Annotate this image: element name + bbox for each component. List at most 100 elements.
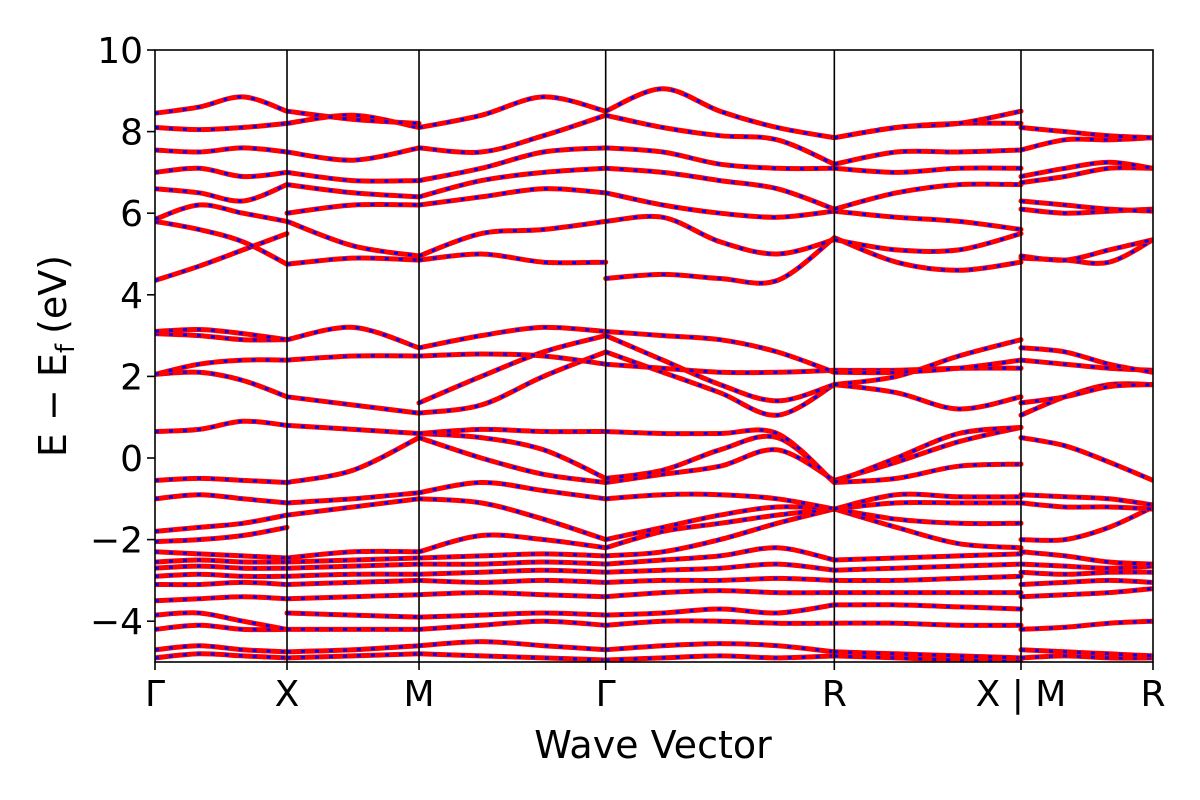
band-line-spin-down [1020,550,1153,566]
band-line-spin-up [831,551,1024,563]
band-line-spin-down [286,572,420,578]
band-line-spin-down [605,576,835,584]
band-line-spin-down [155,95,288,115]
band-line-spin-down [286,593,420,601]
band-line-spin-up [603,165,837,212]
band-line-spin-down [286,219,420,258]
band-line-spin-down [155,358,288,376]
band-line-spin-down [286,354,420,362]
band-line-spin-up [155,369,290,400]
band-line-spin-down [605,589,835,599]
band-line-spin-down [286,549,420,560]
band-line-spin-down [1020,587,1153,599]
y-tick-label: 4 [120,276,143,317]
band-line-spin-down [834,232,1022,254]
band-line-spin-down [834,338,1022,387]
band-line-spin-up [416,496,609,543]
band-line-spin-down [286,183,420,199]
y-tick-label: 2 [120,357,143,398]
band-line-spin-down [605,546,835,566]
x-tick-label: Γ [145,674,165,715]
band-line-spin-down [155,370,288,399]
y-axis-ticks: −4 −2 0 2 4 6 8 10 [90,31,155,643]
band-line-spin-down [286,423,420,435]
band-line-spin-up [416,567,609,577]
band-line-spin-up [416,186,609,208]
band-line-spin-down [286,146,420,162]
band-line-spin-up [155,231,290,283]
band-line-spin-up [831,573,1024,584]
band-line-spin-up [284,435,422,485]
band-line-spin-up [416,165,609,200]
band-line-spin-down [155,525,288,544]
band-line-spin-up [416,610,609,620]
band-line-spin-up [831,424,1024,485]
band-line-spin-down [605,166,835,211]
band-line-spin-down [155,623,288,632]
band-line-spin-down [834,383,1022,411]
x-tick-label: X | M [976,674,1067,715]
band-line-spin-up [831,461,1024,485]
band-line-spin-down [418,146,606,183]
band-line-spin-down [286,113,420,129]
band-line-spin-down [155,166,288,179]
band-line-spin-up [831,653,1024,662]
band-line-spin-up [603,235,837,286]
band-line-spin-down [605,87,835,140]
band-line-spin-up [416,479,609,502]
band-line-spin-up [831,235,1024,273]
band-line-spin-down [1020,570,1153,576]
band-line-spin-down [155,564,288,570]
band-line-spin-up [831,506,1024,527]
band-line-spin-up [416,435,609,485]
band-line-spin-up [416,618,609,632]
y-tick-label: 6 [120,194,143,235]
band-line-spin-down [286,491,420,505]
band-line-spin-up [416,532,609,555]
band-line-spin-up [831,506,1024,551]
band-line-spin-up [155,218,290,267]
x-tick-label: M [403,674,434,715]
band-line-spin-down [155,513,288,533]
band-line-spin-down [286,562,420,570]
band-line-spin-down [418,113,607,154]
band-line-spin-down [605,492,835,511]
band-line-spin-down [155,652,288,660]
y-axis-title-subscript: f [51,343,81,353]
band-line-spin-up [831,357,1024,376]
band-line-spin-up [603,213,837,257]
band-line-spin-up [416,639,609,653]
band-line-spin-down [605,362,835,375]
y-axis-title: E − Ef (eV) [31,255,81,457]
band-line-spin-down [1020,238,1153,265]
band-line-spin-down [605,642,835,654]
band-line-spin-up [603,86,837,141]
band-line-spin-up [603,504,837,543]
high-symmetry-lines [286,50,1022,662]
band-line-spin-up [831,561,1024,573]
x-tick-label: R [822,674,847,715]
band-line-spin-down [286,395,420,415]
band-line-spin-up [416,590,609,600]
band-line-spin-down [1020,346,1153,374]
band-line-spin-down [155,146,288,154]
band-line-spin-down [286,652,420,660]
band-line-spin-down [155,595,288,603]
band-line-spin-down [286,325,420,350]
band-line-spin-down [155,332,288,342]
band-line-spin-down [605,330,835,374]
band-line-spin-down [155,419,288,433]
band-line-spin-down [605,507,835,558]
band-line-spin-down [1020,160,1153,178]
band-line-spin-down [286,644,420,654]
band-line-spin-up [603,190,837,220]
band-line-spin-down [605,236,836,285]
band-line-spin-up [155,202,290,224]
band-line-spin-down [418,334,607,405]
band-line-spin-up [1018,504,1153,543]
plot-frame [154,49,1154,663]
band-line-spin-down [1020,126,1153,140]
y-axis-title-main: E − E [31,353,75,457]
band-line-spin-down [155,121,288,132]
